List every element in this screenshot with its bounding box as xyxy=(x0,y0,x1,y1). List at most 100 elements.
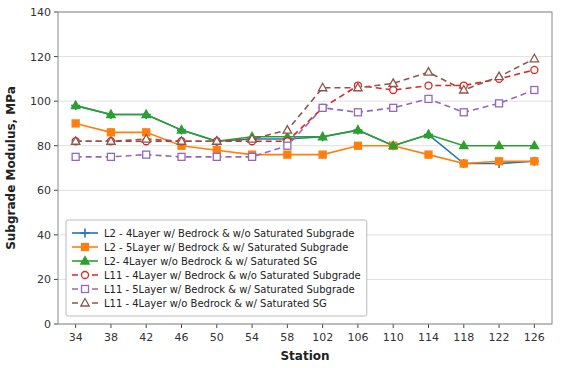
point xyxy=(460,86,468,94)
legend-label: L11 - 4Layer w/ Bedrock & w/o Saturated … xyxy=(104,270,361,281)
x-tick xyxy=(428,324,429,328)
point xyxy=(177,126,186,135)
point xyxy=(531,66,538,73)
point xyxy=(460,109,467,116)
point xyxy=(142,110,150,118)
series-line xyxy=(76,90,535,157)
y-tick-label: 80 xyxy=(37,140,51,153)
legend-marker xyxy=(81,257,89,265)
point xyxy=(354,126,362,134)
point xyxy=(459,159,468,168)
x-tick-label: 38 xyxy=(104,331,118,344)
x-tick xyxy=(146,324,147,328)
series-line xyxy=(76,123,535,163)
y-tick xyxy=(54,101,58,102)
point xyxy=(495,141,503,149)
x-tick xyxy=(463,324,464,328)
point xyxy=(424,68,432,76)
y-tick xyxy=(54,190,58,191)
point xyxy=(319,104,326,111)
point xyxy=(178,138,185,145)
grid-line xyxy=(58,101,552,102)
legend-label: L2 - 4Layer w/ Bedrock & w/o Saturated S… xyxy=(104,228,354,239)
y-tick-label: 140 xyxy=(30,6,51,19)
point xyxy=(249,153,256,160)
x-tick-label: 54 xyxy=(245,331,259,344)
point xyxy=(284,142,291,149)
point xyxy=(107,110,115,118)
point xyxy=(531,158,538,165)
point xyxy=(72,153,79,160)
point xyxy=(530,54,538,62)
x-tick-label: 118 xyxy=(453,331,474,344)
x-tick-label: 42 xyxy=(139,331,153,344)
y-tick xyxy=(54,12,58,13)
series xyxy=(72,120,538,167)
point xyxy=(213,147,220,154)
point xyxy=(531,87,538,94)
x-tick xyxy=(357,324,358,328)
legend-item: L2- 4Layer w/o Bedrock & w/ Saturated SG xyxy=(72,256,317,267)
point xyxy=(213,137,221,145)
x-tick xyxy=(216,324,217,328)
x-tick-label: 114 xyxy=(418,331,439,344)
data xyxy=(71,54,539,168)
y-tick xyxy=(54,324,58,325)
point xyxy=(390,87,397,94)
point xyxy=(142,135,150,143)
point xyxy=(178,153,185,160)
series xyxy=(71,54,538,144)
point xyxy=(284,151,291,158)
legend-label: L11 - 4Layer w/o Bedrock & w/ Saturated … xyxy=(104,298,327,309)
x-tick-label: 46 xyxy=(175,331,189,344)
legend-item: L11 - 5Layer w/ Bedrock & w/ Saturated S… xyxy=(72,284,355,295)
point xyxy=(354,109,361,116)
point xyxy=(530,157,539,166)
y-tick-label: 40 xyxy=(37,229,51,242)
x-tick-label: 106 xyxy=(347,331,368,344)
legend-marker xyxy=(81,299,89,307)
point xyxy=(389,141,398,150)
x-tick-label: 58 xyxy=(280,331,294,344)
point xyxy=(425,95,432,102)
x-tick-label: 110 xyxy=(383,331,404,344)
point xyxy=(106,110,115,119)
legend: L2 - 4Layer w/ Bedrock & w/o Saturated S… xyxy=(66,220,367,316)
point xyxy=(177,126,185,134)
x-tick xyxy=(499,324,500,328)
y-tick xyxy=(54,145,58,146)
point xyxy=(424,130,432,138)
point xyxy=(354,142,361,149)
legend-label: L2 - 5Layer w/ Bedrock & w/ Saturated Su… xyxy=(104,242,348,253)
x-tick xyxy=(534,324,535,328)
point xyxy=(389,79,397,87)
plot-frame xyxy=(58,12,552,324)
x-tick-label: 102 xyxy=(312,331,333,344)
point xyxy=(353,126,362,135)
x-tick xyxy=(287,324,288,328)
series-line xyxy=(76,70,535,141)
point xyxy=(390,142,397,149)
y-axis-label: Subgrade Modulus, MPa xyxy=(4,86,18,250)
point xyxy=(177,137,185,145)
point xyxy=(107,129,114,136)
point xyxy=(319,151,326,158)
legend-marker xyxy=(82,272,89,279)
point xyxy=(107,137,115,145)
grid-line xyxy=(58,56,552,57)
x-tick-label: 34 xyxy=(69,331,83,344)
x-tick xyxy=(110,324,111,328)
point xyxy=(72,138,79,145)
point xyxy=(389,141,397,149)
y-tick xyxy=(54,234,58,235)
series-line xyxy=(76,106,535,164)
legend-box xyxy=(66,220,367,316)
legend-item: L11 - 4Layer w/o Bedrock & w/ Saturated … xyxy=(72,298,327,309)
grid-line xyxy=(58,190,552,191)
legend-label: L2- 4Layer w/o Bedrock & w/ Saturated SG xyxy=(104,256,317,267)
point xyxy=(72,120,79,127)
grid xyxy=(58,12,552,324)
point xyxy=(425,82,432,89)
legend-label: L11 - 5Layer w/ Bedrock & w/ Saturated S… xyxy=(104,284,355,295)
y-tick-label: 0 xyxy=(44,318,51,331)
